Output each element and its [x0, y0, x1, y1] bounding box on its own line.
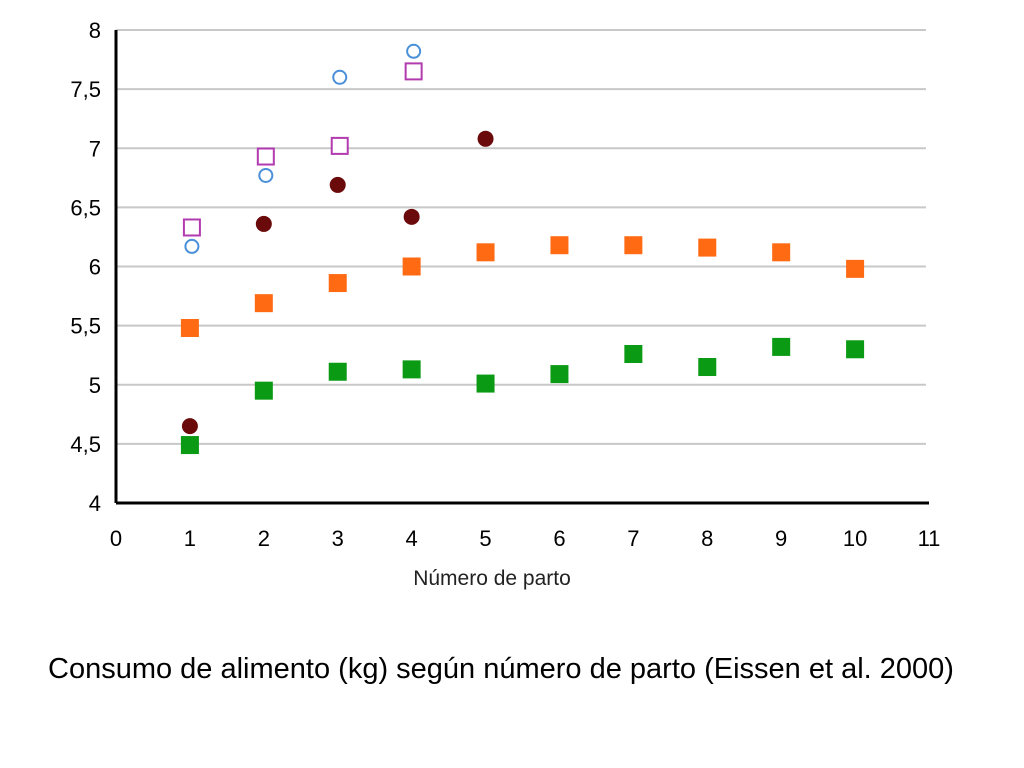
data-point — [406, 43, 422, 59]
data-point — [180, 436, 199, 455]
x-tick-label: 1 — [184, 526, 196, 551]
x-axis-title: Número de parto — [413, 567, 571, 590]
gridlines — [116, 29, 926, 445]
data-point — [624, 236, 643, 255]
y-tick-label: 5 — [89, 373, 101, 398]
x-tick-label: 2 — [258, 526, 270, 551]
x-tick-label: 5 — [479, 526, 491, 551]
data-point — [330, 136, 349, 155]
data-point — [550, 236, 569, 255]
x-tick-label: 0 — [110, 526, 122, 551]
x-tick-labels: 0 1 2 3 4 5 6 7 8 9 10 11 — [110, 526, 941, 551]
data-point — [328, 362, 347, 381]
data-point — [476, 243, 495, 262]
data-point — [332, 69, 348, 85]
y-tick-label: 6,5 — [70, 195, 101, 220]
data-point — [254, 381, 273, 400]
data-point — [184, 238, 200, 254]
data-points — [180, 43, 865, 455]
data-point — [403, 208, 420, 225]
data-point — [255, 215, 272, 232]
x-tick-label: 11 — [918, 526, 941, 551]
data-point — [550, 365, 569, 384]
data-point — [476, 374, 495, 393]
data-point — [772, 337, 791, 356]
data-point — [329, 176, 346, 193]
axes — [114, 30, 929, 505]
data-point — [846, 340, 865, 359]
y-tick-label: 7 — [89, 136, 101, 161]
y-tick-label: 4,5 — [70, 432, 101, 457]
series-5 — [180, 337, 865, 455]
x-tick-label: 3 — [332, 526, 344, 551]
y-tick-label: 4 — [89, 491, 101, 516]
data-point — [477, 130, 494, 147]
x-tick-label: 10 — [843, 526, 867, 551]
data-point — [182, 218, 201, 237]
data-point — [402, 360, 421, 379]
data-point — [254, 294, 273, 313]
series-2 — [182, 62, 423, 237]
x-tick-label: 9 — [775, 526, 787, 551]
data-point — [624, 345, 643, 364]
data-point — [698, 358, 717, 377]
data-point — [180, 318, 199, 337]
scatter-chart: 4 4,5 5 5,5 6 6,5 7 7,5 8 0 1 2 3 4 5 6 7 8 9 10 11 Número … — [70, 18, 941, 590]
series-1 — [184, 43, 422, 254]
series-3 — [181, 130, 494, 435]
figure-caption: Consumo de alimento (kg) según número de… — [48, 653, 954, 685]
data-point — [328, 274, 347, 293]
data-point — [256, 147, 275, 166]
data-point — [181, 418, 198, 435]
x-tick-label: 7 — [627, 526, 639, 551]
series-4 — [180, 236, 865, 337]
data-point — [402, 257, 421, 276]
x-tick-label: 4 — [406, 526, 418, 551]
y-tick-label: 6 — [89, 255, 101, 280]
data-point — [258, 167, 274, 183]
y-tick-label: 5,5 — [70, 314, 101, 339]
data-point — [404, 62, 423, 81]
x-tick-label: 8 — [701, 526, 713, 551]
data-point — [846, 259, 865, 278]
data-point — [772, 243, 791, 262]
y-tick-label: 7,5 — [70, 77, 101, 102]
y-tick-label: 8 — [89, 18, 101, 43]
x-tick-label: 6 — [553, 526, 565, 551]
y-tick-labels: 4 4,5 5 5,5 6 6,5 7 7,5 8 — [70, 18, 101, 516]
data-point — [698, 238, 717, 257]
